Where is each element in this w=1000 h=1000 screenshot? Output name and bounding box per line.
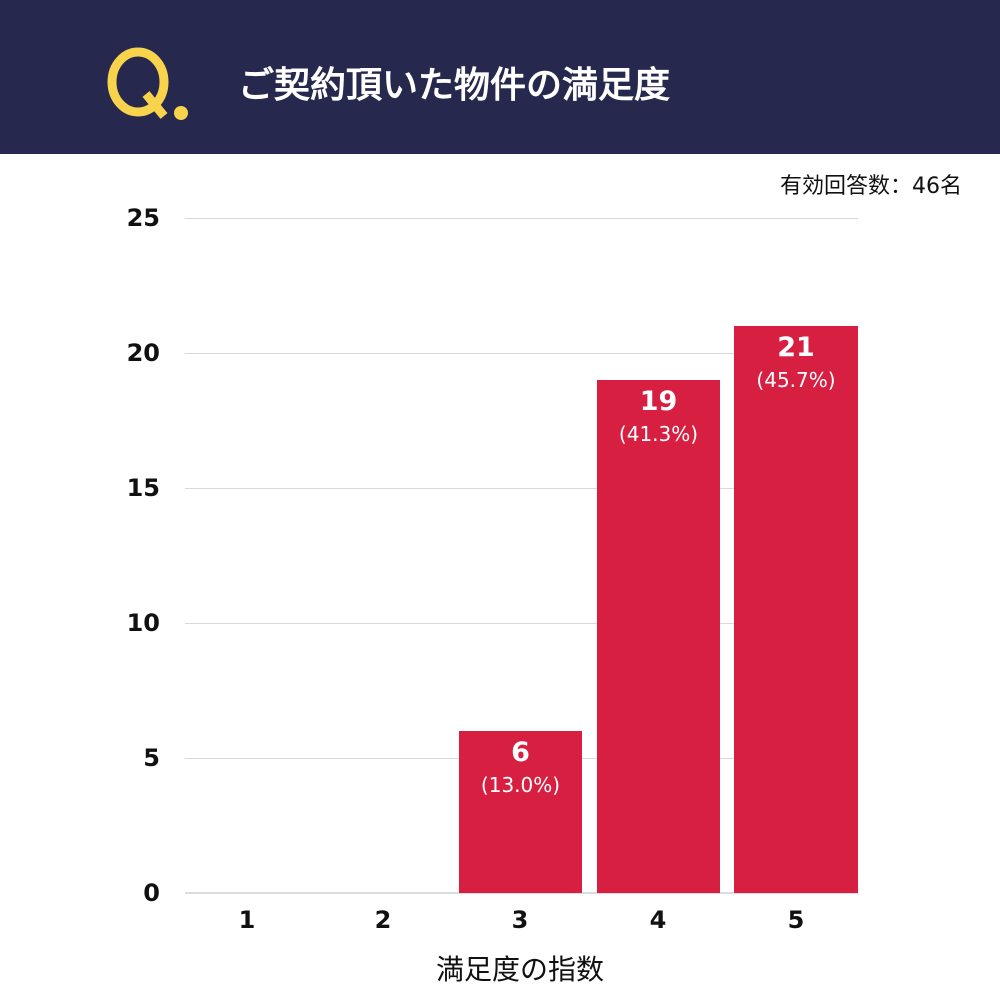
x-tick-3: 3 — [511, 906, 529, 934]
bar-4: 19 (41.3%) — [597, 380, 720, 893]
x-tick-4: 4 — [649, 906, 667, 934]
plot-area: 6 (13.0%) 19 (41.3%) 21 (45.7%) — [185, 218, 858, 894]
y-tick-15: 15 — [126, 474, 160, 502]
chart-title: ご契約頂いた物件の満足度 — [238, 65, 671, 106]
bar-5-count: 21 — [777, 332, 815, 363]
bar-5: 21 (45.7%) — [734, 326, 858, 893]
bar-4-count: 19 — [639, 386, 678, 417]
x-tick-2: 2 — [374, 906, 392, 934]
respondent-count: 有効回答数：46名 — [780, 174, 962, 199]
x-axis-label: 満足度の指数 — [435, 953, 604, 986]
bar-5-percent: (45.7%) — [756, 368, 836, 392]
gridline-10 — [185, 623, 858, 624]
bar-3: 6 (13.0%) — [459, 731, 582, 893]
gridline-25 — [185, 218, 858, 219]
baseline — [185, 892, 858, 894]
bar-4-percent: (41.3%) — [618, 422, 699, 446]
y-tick-25: 25 — [126, 204, 160, 232]
gridline-20 — [185, 353, 858, 354]
header-banner: ご契約頂いた物件の満足度 — [0, 0, 1000, 154]
y-tick-20: 20 — [126, 339, 160, 367]
gridline-15 — [185, 488, 858, 489]
q-letter-icon — [107, 47, 188, 120]
y-tick-0: 0 — [143, 879, 160, 907]
y-tick-10: 10 — [126, 609, 160, 637]
x-tick-5: 5 — [787, 906, 805, 934]
bar-3-percent: (13.0%) — [480, 773, 561, 797]
bar-3-count: 6 — [511, 737, 530, 768]
y-tick-5: 5 — [143, 744, 160, 772]
x-tick-1: 1 — [238, 906, 256, 934]
